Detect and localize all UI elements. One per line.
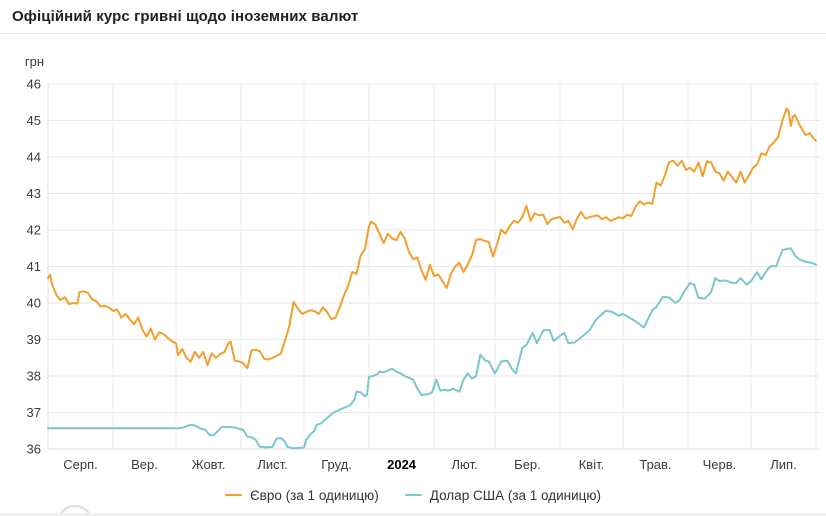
x-tick-label: Лип.	[770, 457, 796, 472]
x-tick-label: 2024	[387, 457, 417, 472]
y-tick-label: 37	[27, 405, 41, 420]
y-tick-label: 42	[27, 223, 41, 238]
y-tick-label: 44	[27, 150, 41, 165]
y-tick-label: 41	[27, 259, 41, 274]
x-tick-label: Жовт.	[192, 457, 226, 472]
x-tick-label: Черв.	[703, 457, 737, 472]
x-tick-label: Вер.	[131, 457, 158, 472]
y-tick-label: 40	[27, 296, 41, 311]
y-tick-label: 36	[27, 442, 41, 457]
next-section-edge	[0, 513, 826, 516]
legend-dash-usd-icon	[404, 494, 422, 496]
x-tick-label: Квіт.	[579, 457, 605, 472]
legend-item-euro[interactable]: Євро (за 1 одиницю)	[224, 487, 379, 503]
x-tick-label: Лист.	[257, 457, 287, 472]
chart-header: Офіційний курс гривні щодо іноземних вал…	[0, 0, 826, 34]
series-line-usd[interactable]	[47, 247, 817, 450]
x-tick-label: Трав.	[639, 457, 671, 472]
x-tick-label: Груд.	[321, 457, 352, 472]
chart-title: Офіційний курс гривні щодо іноземних вал…	[12, 8, 359, 25]
legend-label-usd: Долар США (за 1 одиницю)	[429, 487, 602, 503]
legend-label-euro: Євро (за 1 одиницю)	[249, 487, 379, 503]
legend-item-usd[interactable]: Долар США (за 1 одиницю)	[404, 487, 602, 503]
y-tick-label: 38	[27, 369, 41, 384]
series-line-euro[interactable]	[47, 107, 817, 370]
y-tick-label: 45	[27, 113, 41, 128]
y-tick-label: 43	[27, 186, 41, 201]
x-tick-label: Бер.	[514, 457, 541, 472]
y-tick-label: 46	[27, 77, 41, 92]
x-tick-label: Серп.	[63, 457, 98, 472]
y-axis-unit-label: грн	[24, 54, 44, 69]
x-tick-label: Лют.	[451, 457, 477, 472]
y-tick-label: 39	[27, 332, 41, 347]
legend-dash-euro-icon	[224, 494, 242, 496]
chart-legend: Євро (за 1 одиницю) Долар США (за 1 один…	[0, 483, 826, 507]
